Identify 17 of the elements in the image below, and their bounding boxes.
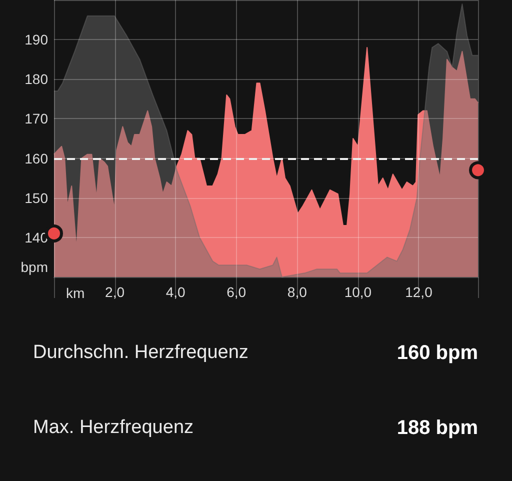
x-tick-label: 10,0 (344, 284, 372, 300)
x-tick-label: 2,0 (105, 284, 125, 300)
text: Max. Herzfrequenz (33, 417, 194, 439)
x-tick-label: 6,0 (226, 284, 246, 300)
x-tick-label: 8,0 (287, 284, 308, 300)
y-tick-label: 190 (24, 32, 48, 48)
text: Durchschn. Herzfrequenz (33, 342, 248, 364)
y-axis-title: bpm (20, 259, 48, 275)
y-tick-label: 180 (24, 71, 48, 88)
y-tick-label: 170 (24, 110, 48, 127)
text: 188 bpm (396, 416, 478, 440)
x-tick-label: 12,0 (405, 284, 433, 300)
x-axis-title: km (66, 285, 85, 301)
y-tick-label: 150 (24, 190, 48, 206)
text: 160 bpm (396, 342, 478, 364)
y-tick-label: 160 (24, 150, 48, 166)
x-tick-label: 4,0 (166, 284, 186, 300)
